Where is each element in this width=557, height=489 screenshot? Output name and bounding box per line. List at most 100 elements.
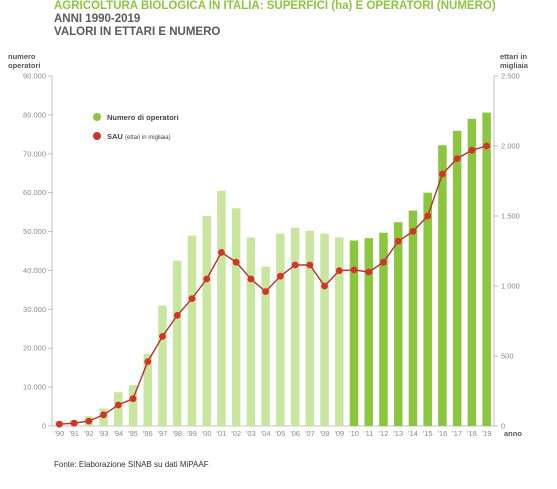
x-tick-label: '11 xyxy=(364,429,373,438)
bar xyxy=(393,222,403,426)
sau-point xyxy=(262,288,270,295)
x-tick-label: '08 xyxy=(320,429,330,438)
x-tick-label: '19 xyxy=(482,429,492,438)
sau-point xyxy=(350,266,358,274)
x-axis-label: anno xyxy=(504,429,522,438)
bar xyxy=(452,130,462,427)
sau-point xyxy=(55,420,63,428)
x-tick-label: '00 xyxy=(202,429,212,438)
x-tick-label: '09 xyxy=(334,429,344,438)
x-tick-label: '93 xyxy=(99,429,109,438)
sau-point xyxy=(218,249,225,256)
x-tick-label: '05 xyxy=(275,429,285,438)
sau-point xyxy=(247,275,255,283)
y-left-tick-label: 50.000 xyxy=(23,227,46,236)
x-tick-label: '92 xyxy=(84,429,94,438)
sau-point xyxy=(439,170,446,178)
sau-point xyxy=(306,261,314,269)
y-left-tick-label: 70.000 xyxy=(23,149,46,158)
x-tick-label: '13 xyxy=(393,429,403,438)
bar xyxy=(114,392,123,426)
bar xyxy=(128,385,138,426)
sau-point xyxy=(409,228,417,235)
sau-point xyxy=(188,295,196,302)
bar xyxy=(158,305,167,426)
chart-subtitle-units: VALORI IN ETTARI E NUMERO xyxy=(54,26,221,38)
sau-point xyxy=(232,258,240,266)
bar xyxy=(246,237,256,426)
sau-point xyxy=(380,258,387,266)
y-right-label-line1: ettari in xyxy=(500,52,528,61)
x-tick-label: '07 xyxy=(305,429,315,438)
y-right-tick-label: 2.000 xyxy=(501,142,520,151)
legend-operatori-label: Numero di operatori xyxy=(107,113,179,122)
bar xyxy=(364,238,374,426)
y-left-tick-label: 80.000 xyxy=(23,110,46,119)
x-tick-label: '95 xyxy=(128,429,138,438)
y-right-tick-label: 500 xyxy=(501,352,514,361)
sau-point xyxy=(394,237,402,245)
bar xyxy=(482,112,491,427)
y-left-tick-label: 90.000 xyxy=(23,72,46,81)
bar xyxy=(143,354,153,426)
y-left-tick-label: 20.000 xyxy=(23,344,46,353)
legend-sau-swatch xyxy=(93,132,101,140)
chart-title: AGRICOLTURA BIOLOGICA IN ITALIA: SUPERFI… xyxy=(54,0,496,12)
sau-point xyxy=(129,395,137,403)
bar xyxy=(320,233,329,426)
sau-point xyxy=(468,146,476,154)
bar xyxy=(349,240,359,426)
y-left-tick-label: 10.000 xyxy=(23,383,46,392)
sau-point xyxy=(100,411,107,419)
chart-subtitle-years: ANNI 1990-2019 xyxy=(54,13,141,25)
sau-point xyxy=(321,282,328,290)
legend-sau-label: SAU (ettari in migliaia) xyxy=(107,132,171,141)
legend-sau-name: SAU xyxy=(107,132,125,141)
x-tick-label: '96 xyxy=(143,429,153,438)
y-right-tick-label: 2.500 xyxy=(501,72,520,81)
bar xyxy=(408,210,418,426)
x-tick-label: '98 xyxy=(172,429,182,438)
bar xyxy=(423,192,432,426)
sau-point xyxy=(173,312,181,319)
sau-point xyxy=(276,272,284,280)
x-tick-label: '90 xyxy=(54,429,64,438)
legend-operatori-swatch xyxy=(93,113,101,121)
bar xyxy=(305,230,315,426)
sau-point xyxy=(291,261,299,269)
x-tick-label: '02 xyxy=(231,429,241,438)
bar xyxy=(217,190,226,426)
bar xyxy=(261,266,270,426)
y-right-tick-label: 0 xyxy=(501,422,505,431)
bar xyxy=(379,232,388,426)
x-tick-label: '17 xyxy=(452,429,462,438)
y-left-tick-label: 0 xyxy=(42,422,46,431)
x-tick-label: '04 xyxy=(261,429,271,438)
sau-point xyxy=(85,417,93,425)
y-left-tick-label: 30.000 xyxy=(23,305,46,314)
y-left-tick-label: 40.000 xyxy=(23,266,46,275)
bar xyxy=(172,260,182,426)
source-note: Fonte: Elaborazione SINAB su dati MiPAAF xyxy=(54,460,209,469)
sau-series-line xyxy=(59,145,487,425)
x-tick-label: '91 xyxy=(69,429,79,438)
x-tick-label: '14 xyxy=(408,429,418,438)
sau-point xyxy=(424,212,432,220)
x-tick-label: '03 xyxy=(246,429,256,438)
x-tick-label: '18 xyxy=(467,429,477,438)
bar xyxy=(276,233,285,426)
bar xyxy=(290,227,300,426)
sau-point xyxy=(203,275,211,283)
sau-point xyxy=(365,268,373,276)
sau-point xyxy=(483,142,491,150)
bar xyxy=(438,145,447,426)
bar xyxy=(187,235,197,426)
sau-point xyxy=(114,401,122,409)
x-tick-label: '10 xyxy=(349,429,359,438)
x-tick-label: '06 xyxy=(290,429,300,438)
sau-point xyxy=(453,155,461,163)
x-tick-label: '15 xyxy=(423,429,433,438)
bar xyxy=(202,216,211,426)
sau-point xyxy=(144,358,152,365)
